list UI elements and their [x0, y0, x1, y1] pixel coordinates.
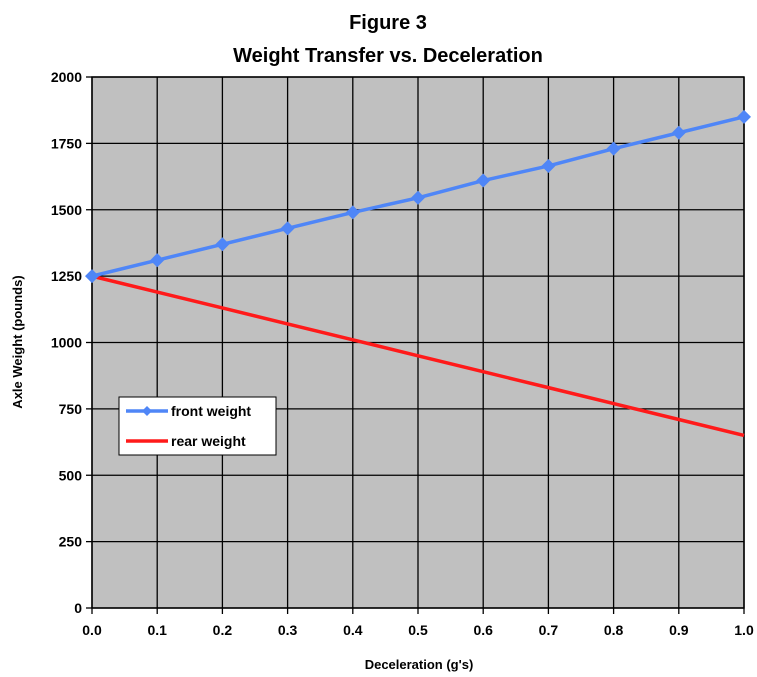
y-tick-label: 1750 [51, 135, 82, 151]
x-tick-label: 0.3 [278, 622, 298, 638]
legend-box [118, 396, 277, 456]
y-tick-label: 2000 [51, 69, 82, 85]
data-point-front-weight [671, 125, 686, 140]
legend: front weight rear weight [118, 396, 277, 456]
y-tick-label: 1250 [51, 268, 82, 284]
series-markers [85, 109, 751, 284]
data-point-front-weight [737, 109, 751, 124]
x-tick-label: 0.5 [408, 622, 428, 638]
data-point-front-weight [215, 237, 230, 252]
data-point-front-weight [541, 158, 556, 173]
y-tick-label: 1500 [51, 202, 82, 218]
x-tick-label: 0.1 [147, 622, 167, 638]
x-tick-label: 0.4 [343, 622, 363, 638]
x-tick-label: 0.0 [82, 622, 102, 638]
x-tick-label: 0.6 [473, 622, 493, 638]
data-point-front-weight [606, 141, 621, 156]
x-tick-label: 0.8 [604, 622, 624, 638]
y-axis-label: Axle Weight (pounds) [10, 275, 25, 408]
data-point-front-weight [280, 221, 295, 236]
y-tick-label: 500 [59, 467, 83, 483]
x-tick-label: 0.2 [213, 622, 233, 638]
y-tick-label: 750 [59, 401, 83, 417]
y-tick-labels: 0 250 500 750 1000 1250 1500 1750 2000 [51, 69, 82, 616]
data-point-front-weight [85, 269, 99, 284]
data-point-front-weight [150, 253, 165, 268]
x-axis-label: Deceleration (g's) [365, 657, 474, 672]
data-point-front-weight [345, 205, 360, 220]
y-tick-label: 0 [74, 600, 82, 616]
x-tick-label: 1.0 [734, 622, 754, 638]
y-tick-label: 250 [59, 534, 83, 550]
chart-title-line1: Figure 3 [349, 12, 427, 34]
chart-title-line2: Weight Transfer vs. Deceleration [233, 45, 543, 67]
y-tick-label: 1000 [51, 335, 82, 351]
data-point-front-weight [411, 190, 425, 205]
legend-marker-front-weight [142, 406, 152, 416]
x-tick-label: 0.7 [539, 622, 559, 638]
data-point-front-weight [476, 173, 491, 188]
x-tick-labels: 0.0 0.1 0.2 0.3 0.4 0.5 0.6 0.7 0.8 0.9 1.0 [82, 622, 754, 638]
x-tick-label: 0.9 [669, 622, 689, 638]
legend-label-rear-weight: rear weight [171, 433, 246, 449]
series-line-rear-weight [91, 274, 745, 438]
legend-label-front-weight: front weight [171, 403, 251, 419]
